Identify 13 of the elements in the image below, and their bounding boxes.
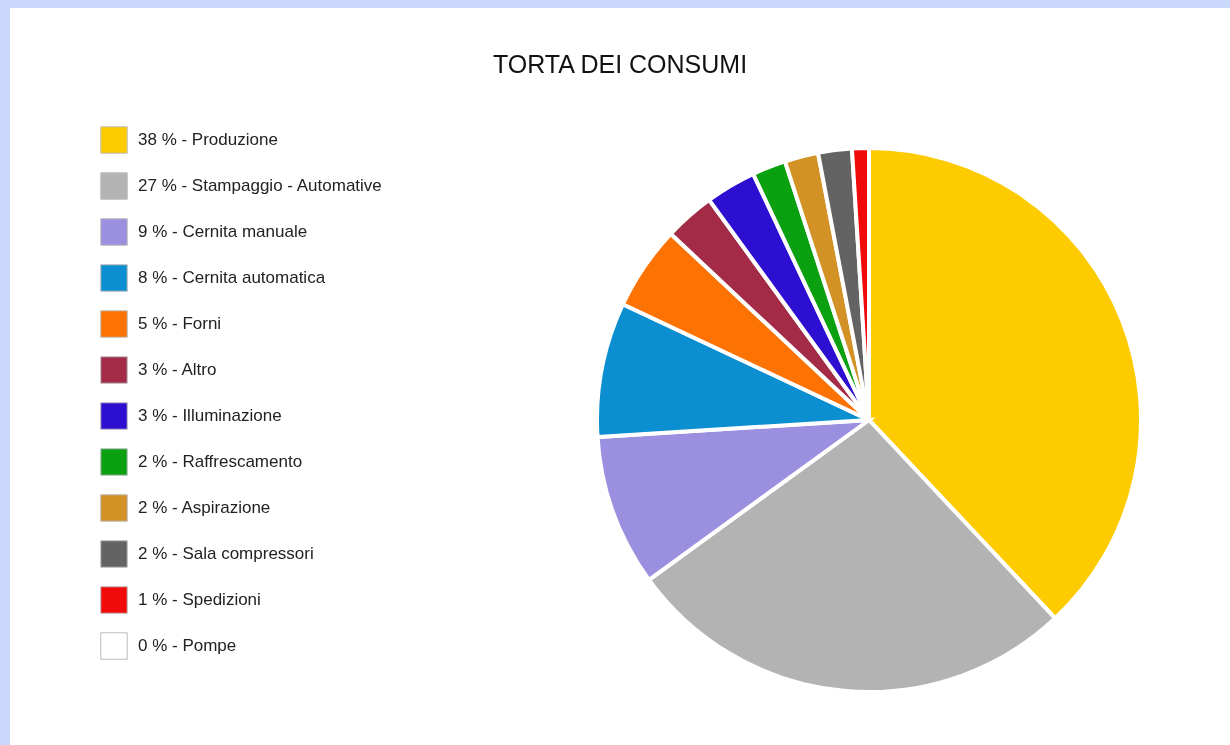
chart-title: TORTA DEI CONSUMI: [492, 50, 748, 78]
legend-label: 38 % - Produzione: [138, 130, 278, 149]
legend-label: 9 % - Cernita manuale: [138, 222, 308, 241]
legend-label: 5 % - Forni: [138, 314, 222, 333]
legend-label: 0 % - Pompe: [138, 636, 237, 655]
legend-label: 1 % - Spedizioni: [138, 590, 261, 609]
legend-label: 2 % - Raffrescamento: [138, 452, 303, 471]
legend-label: 27 % - Stampaggio - Automative: [138, 176, 382, 195]
legend-label: 3 % - Altro: [138, 360, 217, 379]
legend-label: 3 % - Illuminazione: [138, 406, 282, 425]
legend-label: 8 % - Cernita automatica: [138, 268, 326, 287]
legend-label: 2 % - Sala compressori: [138, 544, 314, 563]
legend-label: 2 % - Aspirazione: [138, 498, 271, 517]
